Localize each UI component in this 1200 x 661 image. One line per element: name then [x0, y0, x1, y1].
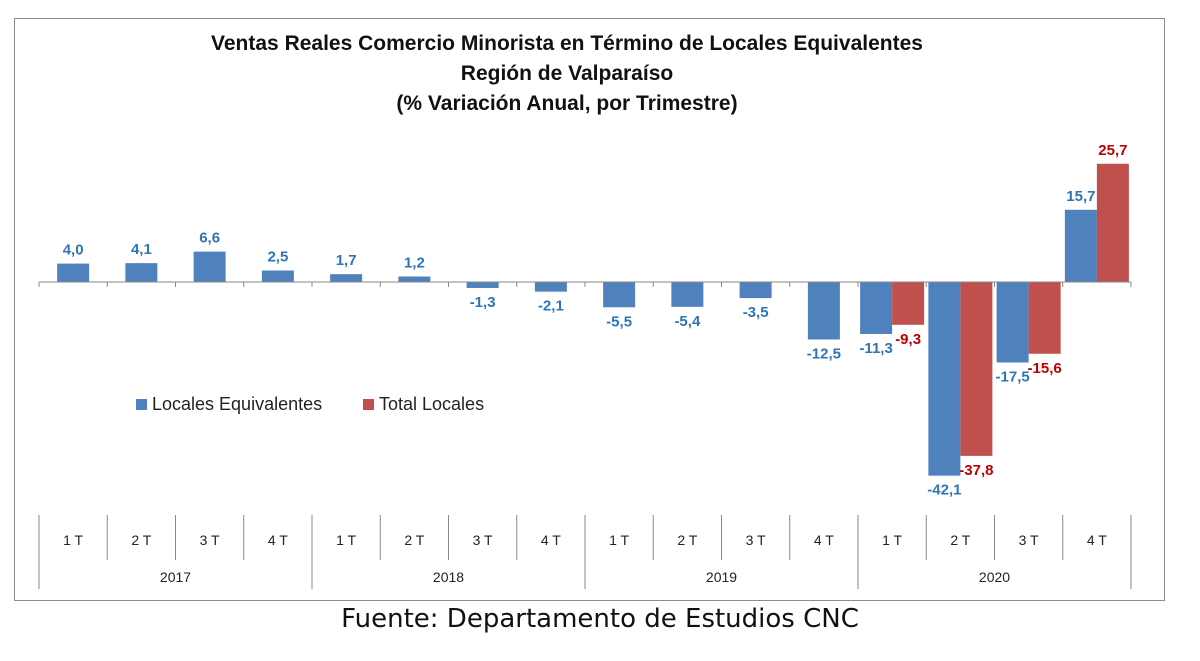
label-total-locales-13: -9,3	[895, 331, 921, 348]
tick-label-quarter-5: 1 T	[336, 532, 356, 548]
label-locales-equivalentes-14: -42,1	[927, 482, 961, 499]
bar-locales-equivalentes-5	[330, 274, 363, 282]
tick-label-quarter-8: 4 T	[541, 532, 561, 548]
bar-locales-equivalentes-1	[57, 263, 90, 282]
source-note: Fuente: Departamento de Estudios CNC	[341, 604, 859, 634]
data-labels-group: 4,0 4,1 6,6 2,5 1,7 1,2 -1,3 -2,1 -5,5 -5,4 -3,5 -1…	[63, 142, 1128, 499]
legend: Locales Equivalentes Total Locales	[136, 394, 484, 414]
chart-title: Ventas Reales Comercio Minorista en Térm…	[211, 32, 923, 55]
label-total-locales-14: -37,8	[959, 462, 993, 479]
tick-label-quarter-14: 2 T	[950, 532, 970, 548]
tick-label-quarter-10: 2 T	[677, 532, 697, 548]
bar-locales-equivalentes-4	[261, 270, 294, 282]
tick-label-quarter-2: 2 T	[131, 532, 151, 548]
label-locales-equivalentes-5: 1,7	[336, 252, 357, 269]
label-locales-equivalentes-7: -1,3	[470, 294, 496, 311]
chart-svg: Ventas Reales Comercio Minorista en Térm…	[38, 32, 1132, 589]
label-locales-equivalentes-2: 4,1	[131, 241, 152, 258]
tick-label-year-2019: 2019	[706, 569, 737, 585]
label-locales-equivalentes-3: 6,6	[199, 230, 220, 247]
bar-locales-equivalentes-9	[603, 282, 636, 308]
label-locales-equivalentes-1: 4,0	[63, 242, 84, 259]
legend-label-total-locales: Total Locales	[379, 394, 484, 414]
label-locales-equivalentes-6: 1,2	[404, 254, 425, 271]
label-locales-equivalentes-13: -11,3	[859, 340, 892, 357]
tick-label-quarter-1: 1 T	[63, 532, 83, 548]
label-locales-equivalentes-16: 15,7	[1066, 188, 1095, 205]
bar-total-locales-15	[1028, 282, 1061, 354]
legend-label-locales-equivalentes: Locales Equivalentes	[152, 394, 322, 414]
bar-locales-equivalentes-12	[807, 282, 840, 340]
bar-locales-equivalentes-8	[534, 282, 567, 292]
tick-label-year-2017: 2017	[160, 569, 191, 585]
bars-group	[57, 163, 1129, 476]
label-locales-equivalentes-10: -5,4	[674, 313, 701, 330]
label-total-locales-16: 25,7	[1098, 142, 1127, 159]
tick-label-year-2020: 2020	[979, 569, 1010, 585]
bar-locales-equivalentes-14	[928, 282, 961, 476]
label-locales-equivalentes-12: -12,5	[807, 346, 841, 363]
bar-locales-equivalentes-10	[671, 282, 704, 307]
bar-total-locales-16	[1096, 163, 1129, 282]
tick-label-quarter-12: 4 T	[814, 532, 834, 548]
tick-label-quarter-16: 4 T	[1087, 532, 1107, 548]
tick-label-quarter-15: 3 T	[1019, 532, 1039, 548]
bar-locales-equivalentes-7	[466, 282, 499, 288]
bar-locales-equivalentes-2	[125, 263, 158, 282]
legend-swatch-total-locales	[363, 399, 374, 410]
bar-locales-equivalentes-11	[739, 282, 772, 299]
label-locales-equivalentes-4: 2,5	[267, 249, 288, 266]
label-locales-equivalentes-9: -5,5	[606, 313, 632, 330]
bar-locales-equivalentes-3	[193, 251, 226, 282]
legend-swatch-locales-equivalentes	[136, 399, 147, 410]
tick-label-quarter-7: 3 T	[473, 532, 493, 548]
tick-label-quarter-4: 4 T	[268, 532, 288, 548]
label-locales-equivalentes-8: -2,1	[538, 298, 564, 315]
bar-locales-equivalentes-6	[398, 276, 431, 282]
chart-subtitle-2: (% Variación Anual, por Trimestre)	[396, 92, 737, 115]
bar-locales-equivalentes-13	[860, 282, 893, 334]
label-locales-equivalentes-15: -17,5	[996, 369, 1030, 386]
tick-label-quarter-3: 3 T	[200, 532, 220, 548]
tick-label-quarter-13: 1 T	[882, 532, 902, 548]
bar-locales-equivalentes-16	[1064, 209, 1097, 282]
tick-label-year-2018: 2018	[433, 569, 464, 585]
bar-locales-equivalentes-15	[996, 282, 1029, 363]
tick-label-quarter-6: 2 T	[404, 532, 424, 548]
label-locales-equivalentes-11: -3,5	[743, 304, 769, 321]
tick-label-quarter-11: 3 T	[746, 532, 766, 548]
chart-frame: Ventas Reales Comercio Minorista en Térm…	[14, 18, 1165, 601]
tick-label-quarter-9: 1 T	[609, 532, 629, 548]
bar-total-locales-13	[892, 282, 925, 325]
chart-subtitle: Región de Valparaíso	[461, 62, 673, 85]
axis-group: 1 T 2 T 3 T 4 T 1 T 2 T 3 T 4 T 1 T 2 T 3 T 4 T 1 T 2…	[38, 281, 1132, 589]
bar-total-locales-14	[960, 282, 993, 456]
label-total-locales-15: -15,6	[1028, 360, 1062, 377]
